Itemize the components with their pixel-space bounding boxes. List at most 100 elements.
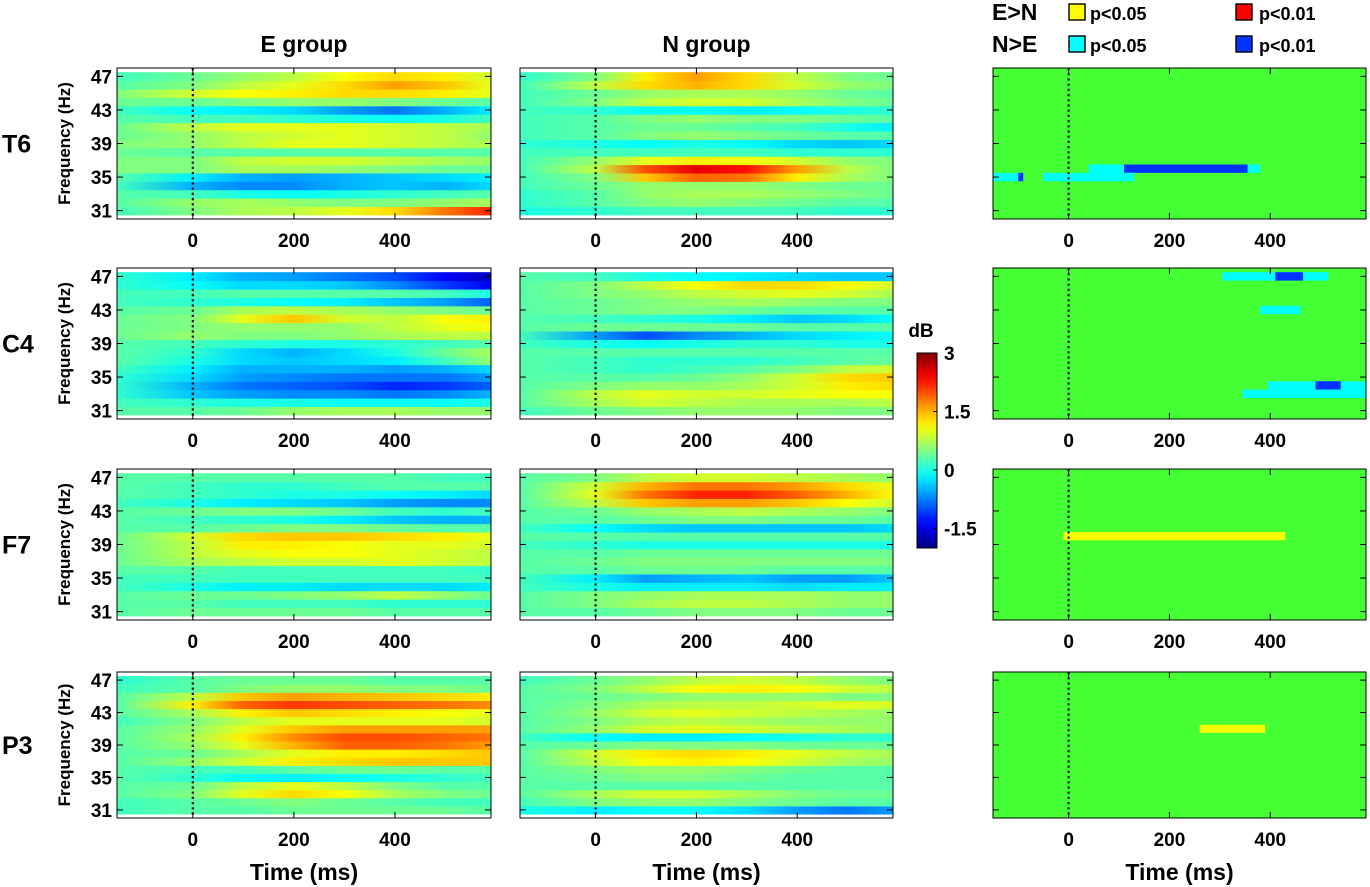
heat-band <box>520 288 893 298</box>
heat-band <box>520 523 893 533</box>
x-axis-label: Time (ms) <box>652 859 760 885</box>
legend-contrast-label: E>N <box>992 0 1037 25</box>
y-tick-label: 39 <box>91 536 112 557</box>
y-tick-label: 35 <box>91 569 113 590</box>
x-tick-label: 200 <box>278 830 310 851</box>
heat-band <box>117 749 491 758</box>
heat-band <box>117 498 491 508</box>
heat-band <box>520 557 893 567</box>
sig-cluster <box>1018 172 1024 182</box>
panel-stats-T6 <box>993 68 1366 219</box>
legend-swatch <box>1068 35 1086 53</box>
y-tick-label: 47 <box>91 67 112 88</box>
heat-band <box>117 130 491 140</box>
y-tick-label: 43 <box>91 101 112 122</box>
heat-band <box>117 523 491 533</box>
heat-band <box>520 80 893 90</box>
x-tick-label: 200 <box>278 231 310 252</box>
x-tick-label: 200 <box>1154 231 1186 252</box>
heat-band <box>520 582 893 592</box>
x-tick-label: 0 <box>590 231 601 252</box>
heat-band <box>117 272 491 282</box>
sig-cluster <box>993 172 1024 182</box>
heat-band <box>117 716 491 726</box>
heat-band <box>117 356 491 366</box>
sig-cluster <box>1315 381 1341 390</box>
heat-band <box>520 732 893 742</box>
heat-band <box>520 506 893 516</box>
heat-band <box>117 189 491 199</box>
heat-band <box>520 139 893 149</box>
heat-band <box>117 164 491 174</box>
heat-band <box>117 389 491 399</box>
heat-band <box>117 297 491 307</box>
heat-band <box>117 381 491 391</box>
heat-band <box>117 172 491 182</box>
x-tick-label: 0 <box>590 830 601 851</box>
legend-swatch <box>1068 3 1086 21</box>
sig-cluster <box>1043 172 1135 182</box>
heat-band <box>520 398 893 408</box>
heat-band <box>117 97 491 107</box>
column-title: E group <box>261 31 348 57</box>
y-tick-label: 31 <box>91 402 113 423</box>
colorbar-tick-label: -1.5 <box>944 520 977 541</box>
heat-band <box>520 740 893 750</box>
y-axis-label: Frequency (Hz) <box>55 282 74 405</box>
x-tick-label: 200 <box>681 231 713 252</box>
row-label-T6: T6 <box>2 131 31 159</box>
heat-band <box>117 789 491 799</box>
heat-band <box>117 565 491 575</box>
heat-band <box>117 122 491 132</box>
stats-background <box>993 68 1366 219</box>
y-tick-label: 43 <box>91 704 112 725</box>
heat-band <box>520 716 893 726</box>
heat-band <box>520 676 893 685</box>
heat-band <box>117 548 491 558</box>
heat-band <box>117 314 491 324</box>
sig-cluster <box>1260 305 1301 315</box>
y-tick-label: 31 <box>91 801 113 822</box>
heat-band <box>117 757 491 766</box>
sig-cluster <box>1063 531 1286 541</box>
stats-background <box>993 469 1366 620</box>
x-tick-label: 400 <box>781 231 813 252</box>
heat-band <box>117 557 491 567</box>
y-tick-label: 35 <box>91 368 113 389</box>
heat-band <box>117 573 491 583</box>
y-tick-label: 47 <box>91 671 112 692</box>
heat-band <box>117 398 491 408</box>
heat-band <box>117 339 491 349</box>
heat-band <box>520 181 893 191</box>
heat-band <box>520 599 893 609</box>
heat-band <box>117 406 491 416</box>
y-tick-label: 31 <box>91 202 113 223</box>
heat-band <box>520 97 893 107</box>
heat-band <box>117 805 491 815</box>
heat-band <box>520 272 893 282</box>
x-tick-label: 200 <box>1154 830 1186 851</box>
x-tick-label: 400 <box>781 431 813 452</box>
heat-band <box>117 489 491 499</box>
heat-band <box>520 749 893 758</box>
x-tick-label: 200 <box>681 830 713 851</box>
sig-cluster <box>1275 272 1303 281</box>
heat-band <box>117 114 491 124</box>
legend-p-label: p<0.05 <box>1090 36 1147 56</box>
panel-N-F7 <box>520 473 893 617</box>
heat-band <box>117 139 491 149</box>
x-tick-label: 0 <box>1063 632 1074 653</box>
x-tick-label: 400 <box>1254 830 1286 851</box>
panel-stats-P3 <box>993 672 1366 818</box>
heat-band <box>117 88 491 98</box>
heat-band <box>520 347 893 357</box>
y-axis-label: Frequency (Hz) <box>55 483 74 606</box>
heat-band <box>117 147 491 157</box>
heat-band <box>520 381 893 391</box>
y-tick-label: 47 <box>91 267 112 288</box>
heat-band <box>520 789 893 799</box>
x-tick-label: 0 <box>590 431 601 452</box>
heat-band <box>117 607 491 617</box>
